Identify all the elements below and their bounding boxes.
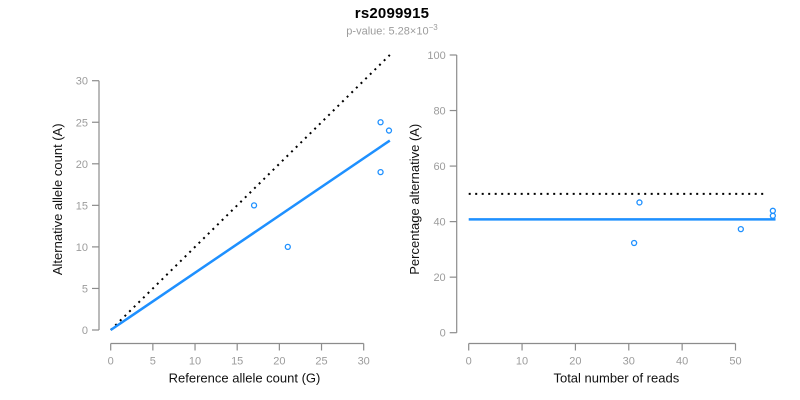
y-tick-label: 60 <box>433 161 445 173</box>
x-tick-label: 15 <box>231 356 243 368</box>
data-point <box>284 243 291 251</box>
y-tick-label: 0 <box>440 328 446 340</box>
data-point <box>769 207 777 214</box>
y-tick-label: 20 <box>76 159 88 171</box>
x-tick-label: 0 <box>108 356 114 368</box>
data-point <box>737 225 744 233</box>
data-point <box>250 202 258 209</box>
y-axis-title: Alternative allele count (A) <box>50 123 65 275</box>
fit-line <box>109 139 391 332</box>
data-point <box>377 119 384 126</box>
x-tick-label: 10 <box>189 356 201 368</box>
x-tick-label: 10 <box>516 356 528 368</box>
y-axis-title: Percentage alternative (A) <box>407 124 422 275</box>
data-point <box>630 239 638 247</box>
x-tick-label: 40 <box>676 356 688 368</box>
data-point <box>636 199 643 206</box>
y-tick-label: 15 <box>76 200 88 212</box>
figure-subtitle: p-value: 5.28×10−3 <box>0 23 784 38</box>
y-tick-label: 0 <box>82 325 88 337</box>
data-point <box>377 168 384 176</box>
x-tick-label: 25 <box>315 356 327 368</box>
y-tick-label: 5 <box>82 283 88 295</box>
x-axis-title: Reference allele count (G) <box>169 371 321 386</box>
x-tick-label: 5 <box>150 356 156 368</box>
x-tick-label: 20 <box>273 356 285 368</box>
y-tick-label: 10 <box>76 242 88 254</box>
x-tick-label: 20 <box>569 356 581 368</box>
x-tick-label: 0 <box>466 356 472 368</box>
y-tick-label: 20 <box>433 272 445 284</box>
data-point <box>385 127 393 134</box>
y-tick-label: 30 <box>76 76 88 88</box>
pvalue-exponent: −3 <box>428 23 438 32</box>
figure-title: rs2099915 <box>354 5 430 22</box>
data-point <box>769 212 777 219</box>
y-tick-label: 40 <box>433 217 445 229</box>
x-tick-label: 30 <box>623 356 635 368</box>
pvalue-text: p-value: 5.28×10 <box>346 25 429 38</box>
x-tick-label: 50 <box>729 356 741 368</box>
y-tick-label: 80 <box>433 106 445 118</box>
identity-line <box>109 54 391 331</box>
y-tick-label: 25 <box>76 117 88 129</box>
x-tick-label: 30 <box>358 356 370 368</box>
y-tick-label: 100 <box>427 50 445 62</box>
x-axis-title: Total number of reads <box>553 371 679 386</box>
